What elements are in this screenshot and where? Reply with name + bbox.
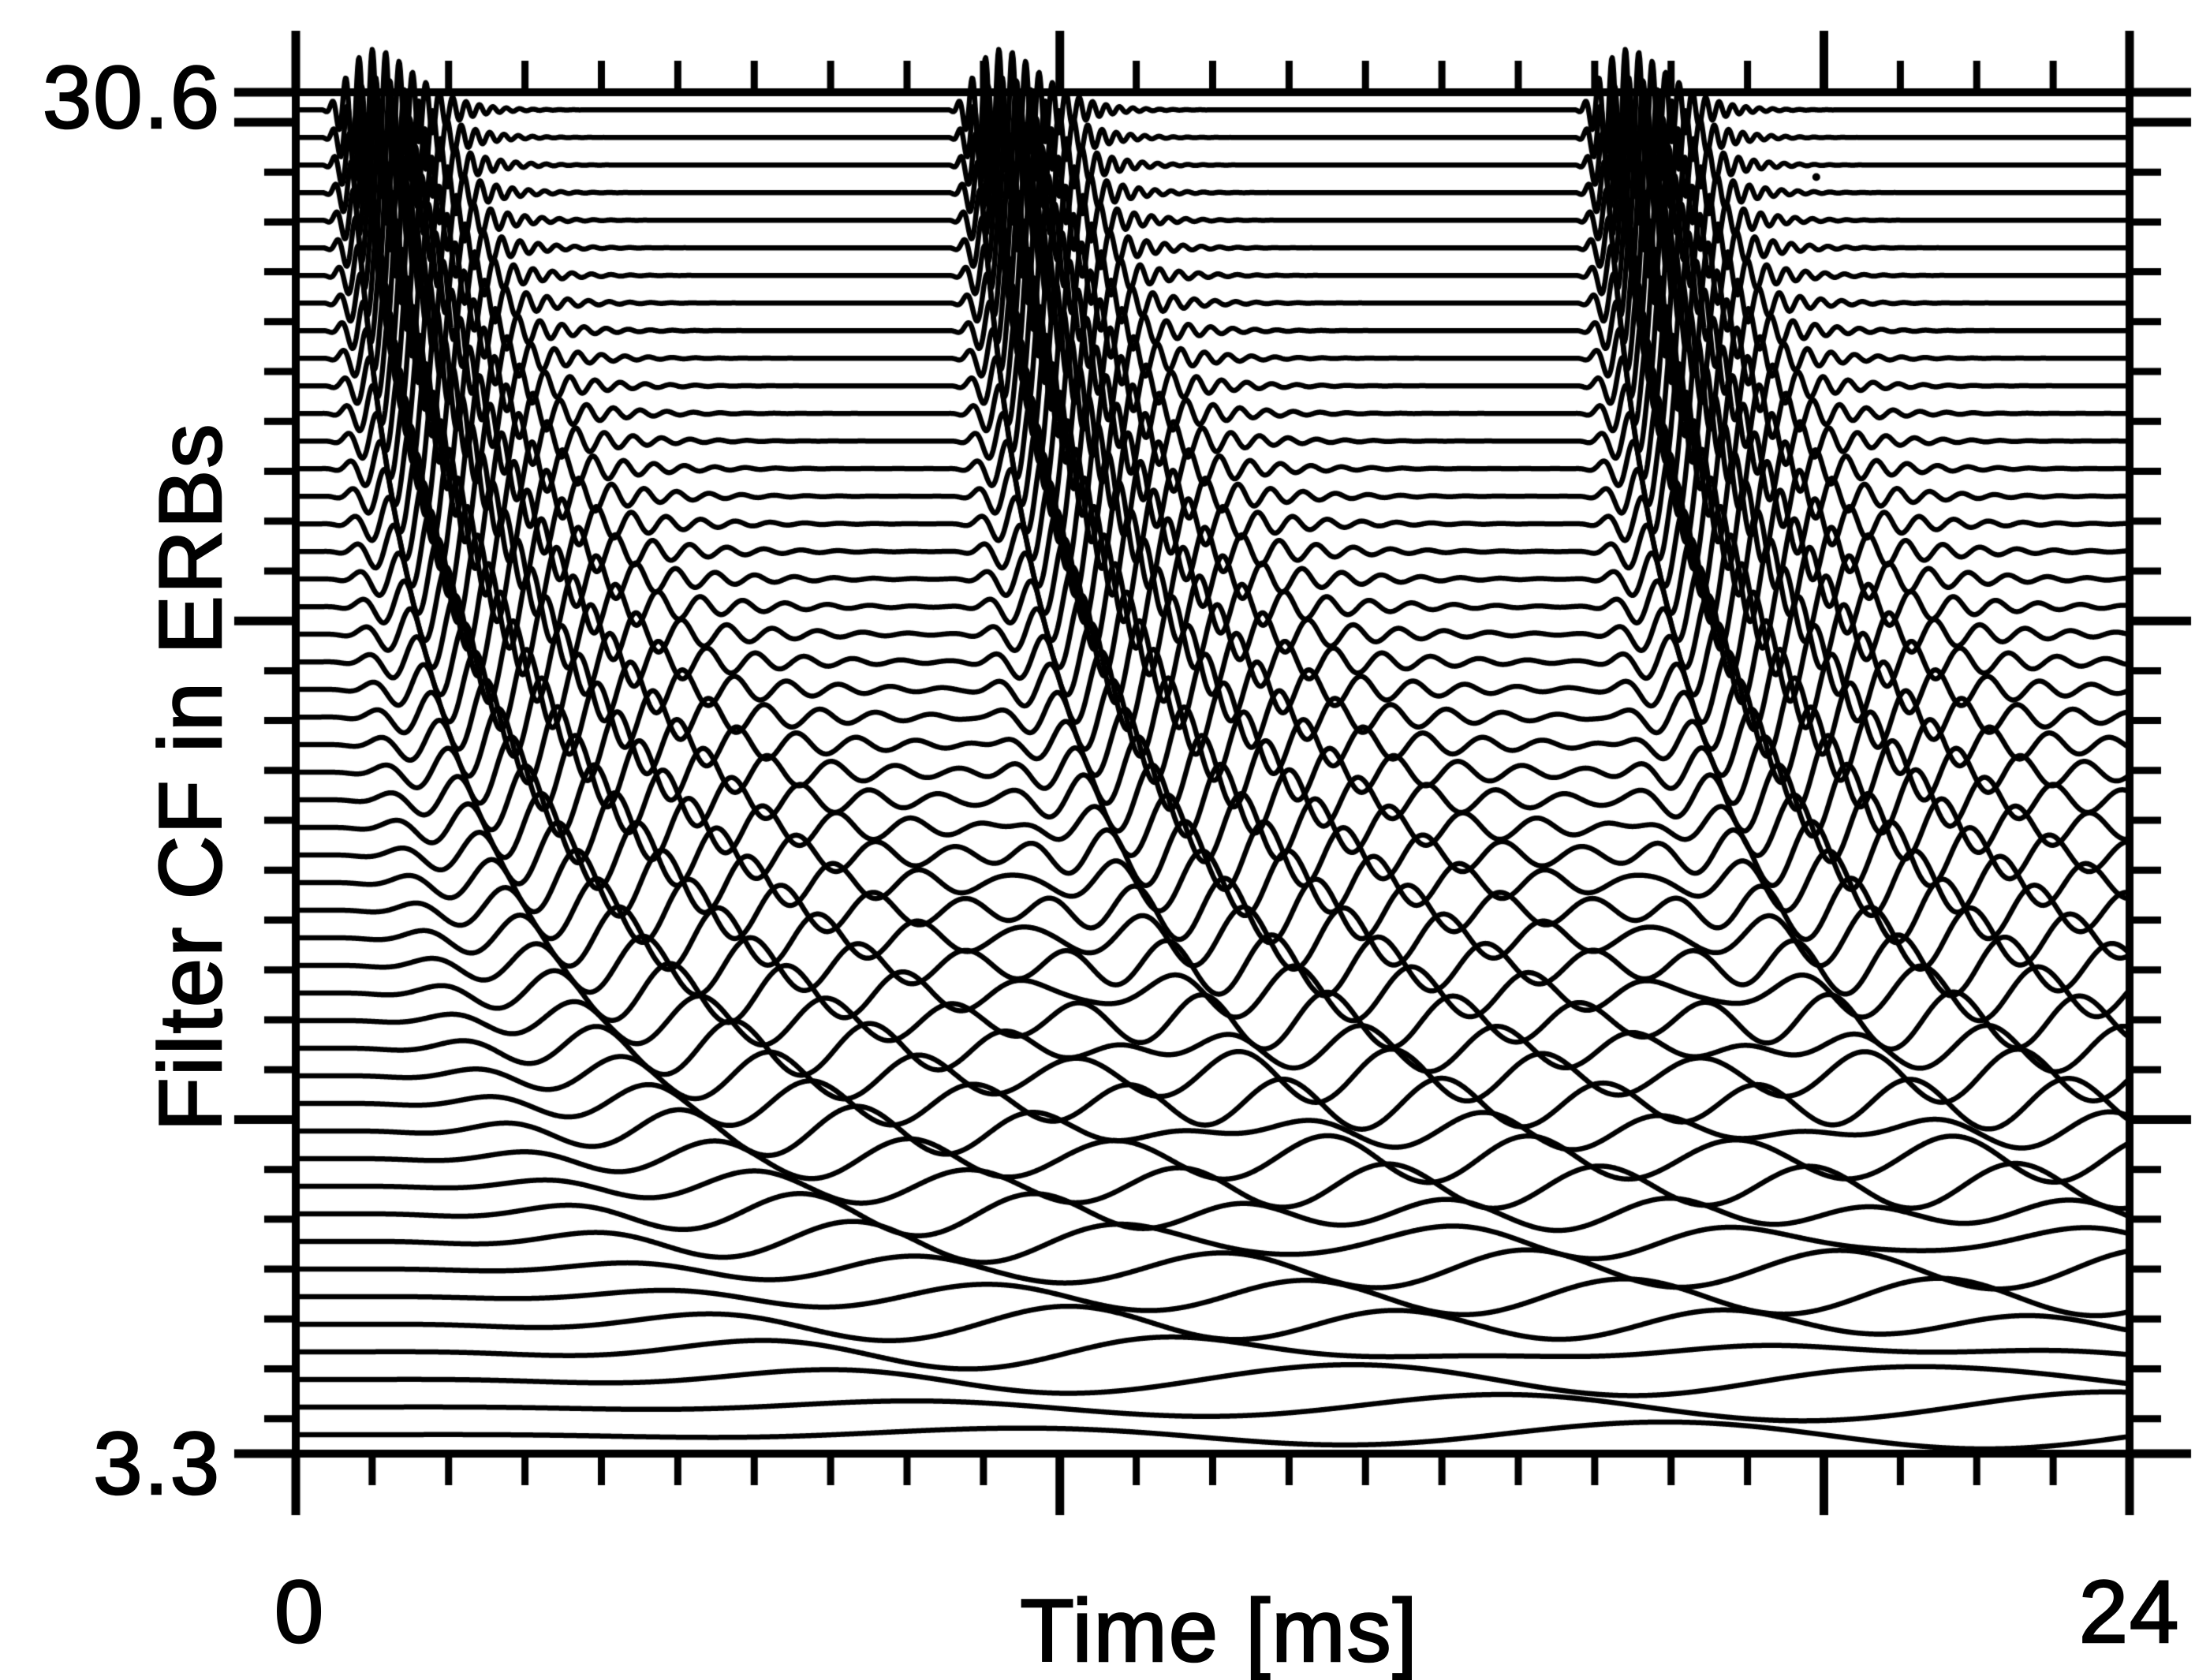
y-axis-min-tick-label: 3.3 bbox=[92, 1414, 221, 1513]
y-axis-title: Filter CF in ERBs bbox=[140, 421, 241, 1133]
x-axis-title: Time [ms] bbox=[1019, 1581, 1419, 1680]
y-axis-max-tick-label: 30.6 bbox=[42, 48, 221, 147]
x-axis-min-tick-label: 0 bbox=[274, 1562, 326, 1661]
x-axis-max-tick-label: 24 bbox=[2077, 1562, 2181, 1661]
